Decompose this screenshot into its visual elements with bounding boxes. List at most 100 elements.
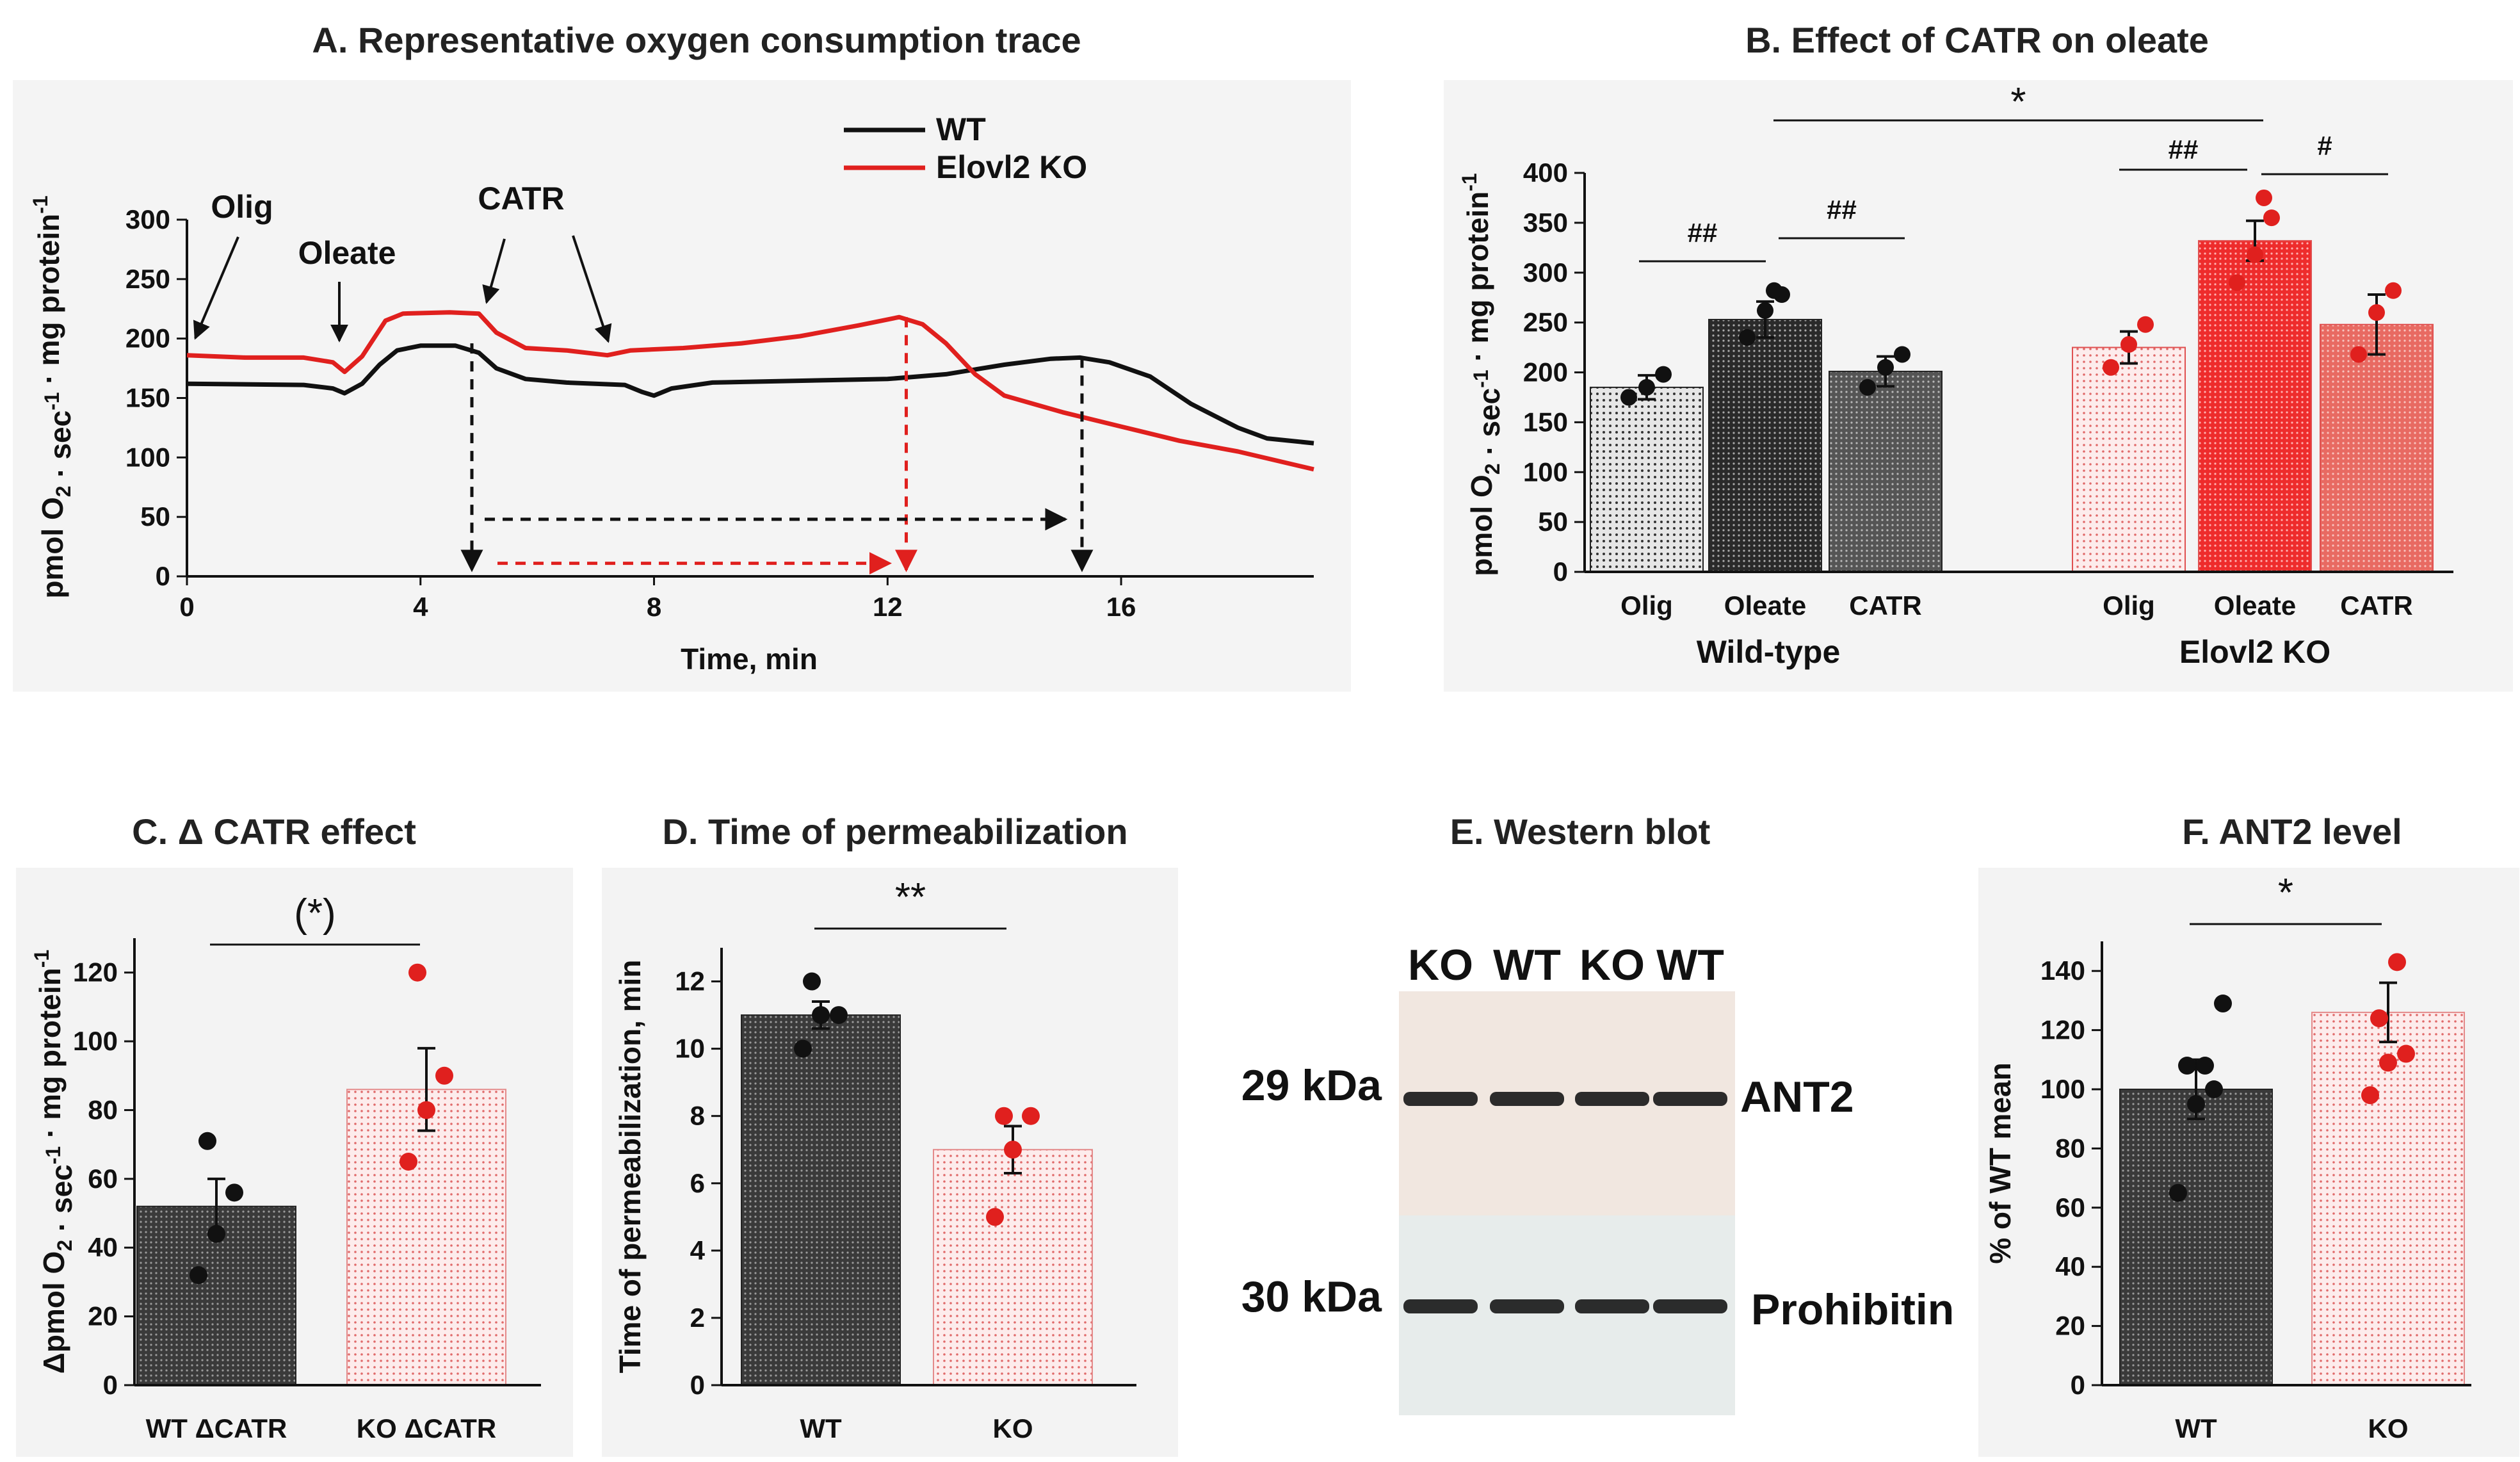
panel-b-sig-wt-oleate-catr-label: ## [1827,195,1857,225]
annotation-olig: Olig [211,189,273,225]
data-point [400,1153,417,1171]
data-point [2361,1086,2379,1105]
data-point [794,1039,812,1058]
panel-c-y-axis-label: Δpmol O2 · sec-1 · mg protein-1 [30,950,78,1374]
bar-olig-ko [2072,346,2186,573]
bar-oleate-wt [1708,318,1822,573]
panel-a-y-axis-label: pmol O2 · sec-1 · mg protein-1 [29,195,77,598]
legend-label-ko: Elovl2 KO [936,149,1087,185]
panel-c-bar-chart: C. Δ CATR effect 0 20 40 60 80 100 120 WT ΔCATR K… [16,811,573,1457]
data-point [2388,953,2406,971]
data-point [2229,274,2245,291]
data-point [2214,995,2232,1013]
bar-wt [741,1014,901,1386]
panel-d-y-tick-label: 12 [675,966,705,996]
data-point [2263,209,2280,227]
data-point [2120,336,2137,353]
panel-f-y-axis-label: % of WT mean [1983,1062,2017,1263]
data-point [1894,346,1910,363]
membrane-prohibitin [1399,1215,1735,1415]
data-point [408,963,426,982]
band-prohibitin [1403,1299,1478,1313]
panel-c-title: C. Δ CATR effect [132,811,416,852]
panel-d-x-tick-label: KO [993,1413,1033,1443]
panel-b-y-tick-label: 350 [1523,207,1568,238]
data-point [1757,302,1773,319]
panel-c-y-tick-label: 120 [73,957,118,987]
data-point [2379,1053,2397,1072]
bar-ko [346,1089,506,1386]
panel-b-x-tick-label: CATR [2340,590,2413,621]
panel-a-y-tick-label: 300 [125,204,170,234]
data-point [2178,1057,2196,1075]
series-line-ko [186,310,1314,472]
data-point [2256,189,2272,206]
panel-a-x-tick-label: 0 [179,592,194,622]
band-prohibitin [1490,1299,1564,1313]
panel-b-x-tick-label: Olig [1620,590,1673,621]
data-point [812,1006,830,1025]
panel-a-y-tick-label: 250 [125,264,170,294]
data-point [1766,282,1782,299]
panel-b-y-tick-label: 400 [1523,158,1568,188]
panel-f-significance-label: * [2278,871,2293,915]
panel-a-title: A. Representative oxygen consumption tra… [312,20,1081,60]
panel-a-y-tick-label: 0 [156,561,170,591]
panel-d-y-tick-label: 2 [690,1303,705,1333]
data-point [1655,366,1672,383]
panel-c-y-tick-label: 20 [88,1301,118,1331]
data-point [2187,1095,2205,1114]
panel-d-title: D. Time of permeabilization [662,811,1127,852]
panel-b-x-tick-label: Oleate [1724,590,1806,621]
data-point [803,972,821,991]
panel-a-y-tick-label: 100 [125,442,170,472]
data-point [995,1107,1013,1125]
panel-b-y-tick-label: 50 [1538,507,1568,537]
panel-f-y-tick-label: 100 [2040,1074,2085,1104]
annotation-catr: CATR [478,181,564,216]
data-point [1022,1107,1040,1125]
panel-f-y-tick-label: 60 [2055,1192,2085,1222]
bar-oleate-ko [2198,240,2312,573]
panel-f-y-tick-label: 120 [2040,1015,2085,1045]
panel-a-x-tick-label: 4 [413,592,428,622]
data-point [1859,378,1876,396]
data-point [2350,346,2367,363]
panel-d-significance-label: ** [895,875,926,920]
panel-c-significance-label: (*) [294,891,335,936]
data-point [2169,1183,2187,1202]
panel-c-y-tick-label: 100 [73,1026,118,1056]
lane-label-wt: WT [1493,941,1561,989]
bar-ko [2311,1011,2465,1386]
panel-c-y-tick-label: 0 [103,1370,118,1400]
data-point [2385,282,2402,299]
band-prohibitin [1575,1299,1649,1313]
panel-c-y-tick-label: 60 [88,1164,118,1194]
panel-f-x-tick-label: KO [2368,1413,2409,1443]
data-point [1739,329,1756,346]
data-point [417,1101,435,1119]
data-point [1620,389,1637,406]
panel-f-bar-chart: F. ANT2 level 0 20 40 60 80 100 120 140 WT KO % of … [1978,811,2519,1457]
bar-wt [2119,1089,2273,1386]
lane-label-ko: KO [1408,941,1473,989]
panel-f-title: F. ANT2 level [2182,811,2402,852]
band-prohibitin [1653,1299,1727,1313]
panel-d-y-tick-label: 8 [690,1101,705,1131]
panel-a-y-tick-label: 50 [140,501,170,532]
panel-b-bar-chart: B. Effect of CATR on oleate 0 50 100 150 200 2… [1458,20,2453,670]
band-ant2 [1403,1092,1478,1106]
data-point [207,1224,225,1243]
panel-f-y-tick-label: 140 [2040,955,2085,986]
panel-a-x-axis-label: Time, min [681,642,818,676]
protein-label-ant2: ANT2 [1740,1073,1854,1121]
panel-b-group-label-wt: Wild-type [1697,634,1841,670]
panel-d-bar-chart: D. Time of permeabilization 0 2 4 6 8 10 12 WT KO… [602,811,1178,1457]
panel-a-line-chart: A. Representative oxygen consumption tra… [29,20,1314,676]
legend-label-wt: WT [936,111,986,147]
panel-b-sig-ko-oleate-catr-label: # [2317,131,2332,161]
protein-label-prohibitin: Prohibitin [1751,1285,1954,1334]
panel-b-title: B. Effect of CATR on oleate [1745,20,2209,60]
panel-b-sig-wt-olig-oleate-label: ## [1688,218,1718,248]
